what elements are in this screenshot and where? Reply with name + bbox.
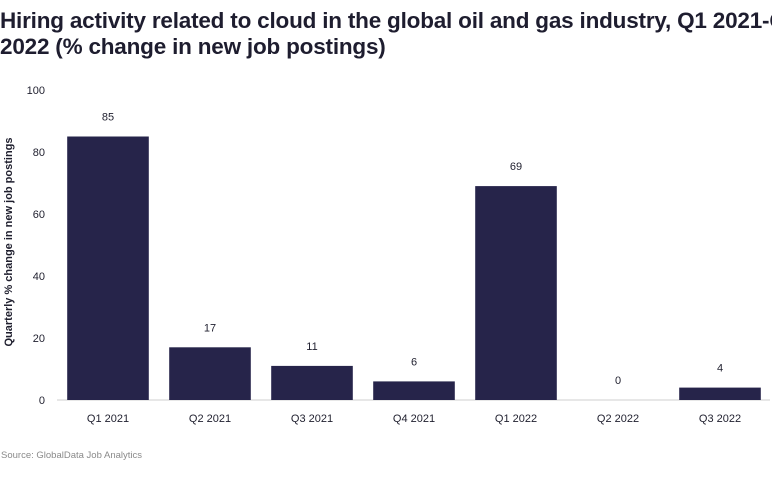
y-tick-label: 60 <box>33 209 45 221</box>
x-axis-ticks: Q1 2021 Q2 2021 Q3 2021 Q4 2021 Q1 2022 Q2 20… <box>87 413 741 425</box>
y-axis-label: Quarterly % change in new job postings <box>3 137 15 346</box>
bar <box>679 387 761 400</box>
x-tick-label: Q3 2021 <box>291 413 333 425</box>
bar-series <box>67 136 761 400</box>
chart-title: Hiring activity related to cloud in the … <box>0 8 772 62</box>
x-tick-label: Q2 2021 <box>189 413 231 425</box>
y-tick-label: 100 <box>27 85 45 97</box>
data-label: 6 <box>411 356 417 368</box>
x-tick-label: Q1 2021 <box>87 413 129 425</box>
data-label: 69 <box>510 161 522 173</box>
y-axis-ticks: 0 20 40 60 80 100 <box>27 85 45 407</box>
source-note: Source: GlobalData Job Analytics <box>1 450 142 461</box>
bar <box>67 136 149 400</box>
chart-title-line-1: Hiring activity related to cloud in the … <box>0 8 772 33</box>
data-label: 17 <box>204 322 216 334</box>
data-label: 85 <box>102 112 114 124</box>
data-label: 0 <box>615 375 621 387</box>
x-tick-label: Q2 2022 <box>597 413 639 425</box>
bar <box>373 381 455 400</box>
x-tick-label: Q4 2021 <box>393 413 435 425</box>
bar <box>475 186 557 400</box>
data-label: 11 <box>306 341 317 353</box>
chart-title-line-2: 2022 (% change in new job postings) <box>0 34 386 59</box>
x-tick-label: Q1 2022 <box>495 413 537 425</box>
data-labels: 85 17 11 6 69 0 4 <box>102 112 723 388</box>
y-tick-label: 0 <box>39 395 45 407</box>
y-tick-label: 80 <box>33 147 45 159</box>
data-label: 4 <box>717 363 723 375</box>
y-tick-label: 40 <box>33 271 45 283</box>
bar <box>271 365 353 400</box>
x-tick-label: Q3 2022 <box>699 413 741 425</box>
y-tick-label: 20 <box>33 333 45 345</box>
bar <box>169 347 251 400</box>
